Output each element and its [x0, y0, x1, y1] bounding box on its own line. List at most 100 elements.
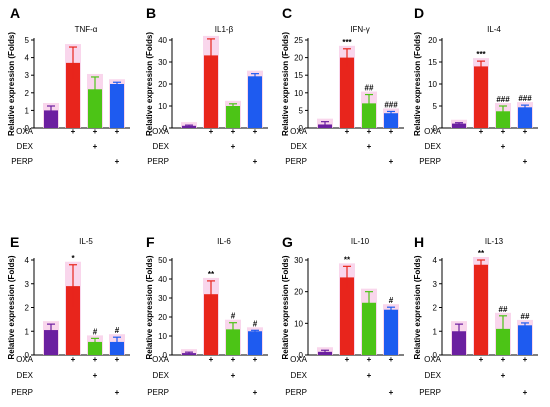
condition-label: DEX: [291, 142, 308, 151]
significance-mark: ##: [365, 84, 374, 93]
y-tick-label: 2: [25, 89, 30, 98]
panel-letter: G: [282, 234, 293, 250]
plus-mark: +: [501, 355, 506, 364]
condition-label: DEX: [153, 371, 170, 380]
panel-letter: D: [414, 5, 424, 21]
plus-mark: +: [389, 157, 394, 166]
significance-mark: ###: [518, 94, 532, 103]
condition-label: OXA: [152, 127, 170, 136]
y-axis-label: Relative expression (Folds): [281, 255, 290, 359]
plus-mark: +: [345, 127, 350, 136]
condition-label: DEX: [425, 142, 442, 151]
y-tick-label: 30: [158, 58, 167, 67]
condition-label: PERP: [419, 388, 441, 397]
bar-2: [362, 103, 376, 128]
bar-3: [384, 113, 398, 128]
plus-mark: +: [523, 157, 528, 166]
y-tick-label: 20: [158, 80, 167, 89]
significance-mark: ##: [499, 305, 508, 314]
plus-mark: +: [479, 127, 484, 136]
y-tick-label: 10: [294, 319, 303, 328]
bar-2: [226, 329, 240, 355]
y-tick-label: 3: [433, 280, 438, 289]
significance-mark: ***: [342, 38, 352, 47]
y-tick-label: 40: [158, 36, 167, 45]
plus-mark: +: [523, 127, 528, 136]
y-tick-label: 5: [299, 106, 304, 115]
bar-3: [110, 341, 124, 355]
bar-1: [340, 277, 354, 355]
plus-mark: +: [93, 355, 98, 364]
y-axis-label: Relative expression (Folds): [413, 32, 422, 136]
plus-mark: +: [389, 355, 394, 364]
plus-mark: +: [231, 142, 236, 151]
y-tick-label: 30: [294, 256, 303, 265]
y-axis-label: Relative expression (Folds): [7, 255, 16, 359]
y-tick-label: 1: [25, 327, 30, 336]
y-tick-label: 25: [294, 36, 303, 45]
y-tick-label: 40: [158, 275, 167, 284]
y-tick-label: 4: [433, 256, 438, 265]
significance-mark: ###: [384, 100, 398, 109]
panel-letter: B: [146, 5, 156, 21]
bar-2: [362, 302, 376, 355]
y-tick-label: 0: [163, 351, 168, 360]
condition-label: OXA: [290, 127, 308, 136]
chart-title: IL-4: [487, 25, 501, 34]
significance-mark: #: [253, 319, 258, 328]
y-tick-label: 10: [428, 80, 437, 89]
condition-label: PERP: [147, 388, 169, 397]
chart-title: TNF-α: [75, 25, 98, 34]
plus-mark: +: [501, 142, 506, 151]
plus-mark: +: [209, 355, 214, 364]
plus-mark: +: [253, 157, 258, 166]
y-tick-label: 1: [433, 327, 438, 336]
y-tick-label: 50: [158, 256, 167, 265]
y-tick-label: 5: [433, 102, 438, 111]
bar-2: [496, 111, 510, 128]
bar-0: [452, 331, 466, 355]
plus-mark: +: [231, 371, 236, 380]
significance-mark: #: [231, 312, 236, 321]
plus-mark: +: [115, 157, 120, 166]
significance-mark: *: [71, 254, 75, 263]
plus-mark: +: [501, 371, 506, 380]
plus-mark: +: [71, 127, 76, 136]
y-tick-label: 3: [25, 280, 30, 289]
plus-mark: +: [389, 127, 394, 136]
bar-2: [88, 89, 102, 128]
y-tick-label: 0: [25, 351, 30, 360]
y-tick-label: 10: [158, 332, 167, 341]
plus-mark: +: [345, 355, 350, 364]
significance-mark: #: [389, 296, 394, 305]
plus-mark: +: [231, 127, 236, 136]
plus-mark: +: [523, 355, 528, 364]
y-tick-label: 0: [25, 124, 30, 133]
bar-2: [226, 106, 240, 128]
condition-label: PERP: [11, 388, 33, 397]
plus-mark: +: [501, 127, 506, 136]
plus-mark: +: [93, 371, 98, 380]
y-tick-label: 20: [428, 36, 437, 45]
plus-mark: +: [93, 142, 98, 151]
significance-mark: ###: [496, 95, 510, 104]
plus-mark: +: [367, 355, 372, 364]
bar-1: [204, 55, 218, 128]
bar-1: [66, 286, 80, 355]
y-tick-label: 4: [25, 54, 30, 63]
bar-0: [44, 330, 58, 355]
y-tick-label: 3: [25, 71, 30, 80]
y-axis-label: Relative expression (Folds): [145, 255, 154, 359]
significance-mark: **: [208, 270, 215, 279]
significance-mark: #: [115, 326, 120, 335]
condition-label: OXA: [16, 355, 34, 364]
bar-1: [340, 57, 354, 128]
bar-3: [248, 331, 262, 355]
significance-mark: **: [478, 249, 485, 258]
plus-mark: +: [115, 127, 120, 136]
panel-letter: E: [10, 234, 19, 250]
y-axis-label: Relative expression (Folds): [7, 32, 16, 136]
significance-mark: #: [93, 327, 98, 336]
condition-label: PERP: [285, 388, 307, 397]
bar-1: [66, 62, 80, 128]
